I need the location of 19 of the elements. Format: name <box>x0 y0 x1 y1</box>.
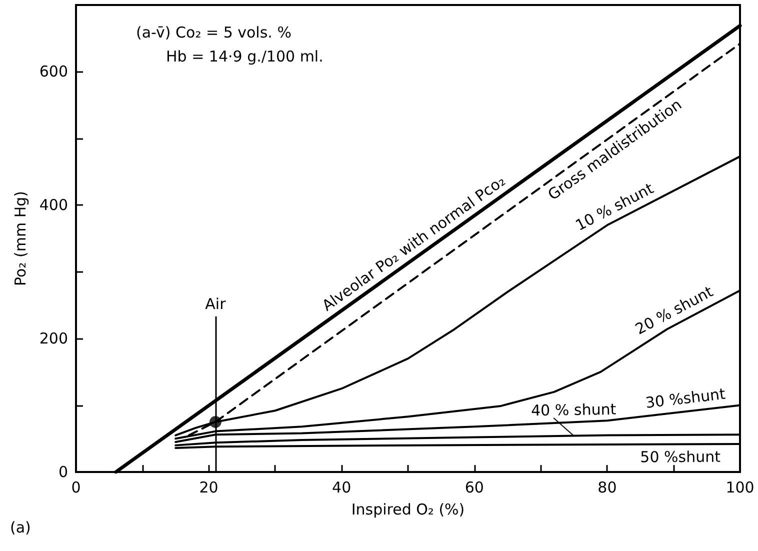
annotation: 30 %shunt <box>644 384 726 412</box>
annotation: 40 % shunt <box>530 400 616 420</box>
annotation: 50 %shunt <box>640 448 721 466</box>
annotation: Hb = 14·9 g./100 ml. <box>166 48 324 66</box>
y-tick-label: 600 <box>39 62 68 81</box>
y-tick-label: 400 <box>39 196 68 214</box>
ref-line-label: Air <box>205 294 227 313</box>
x-tick-label: 40 <box>332 478 352 496</box>
text: (a) <box>10 518 31 536</box>
x-tick-label: 0 <box>71 478 81 496</box>
y-tick-label: 200 <box>39 330 68 348</box>
x-axis-title: Inspired O₂ (%) <box>351 500 465 518</box>
x-tick-label: 80 <box>598 478 617 496</box>
y-tick-label: 0 <box>58 463 68 481</box>
y-axis-title: Po₂ (mm Hg) <box>12 191 30 286</box>
annotation: (a-v̄) Co₂ = 5 vols. % <box>136 24 292 42</box>
x-tick-label: 100 <box>726 478 754 496</box>
x-tick-label: 20 <box>199 478 218 496</box>
x-tick-label: 60 <box>464 478 484 496</box>
